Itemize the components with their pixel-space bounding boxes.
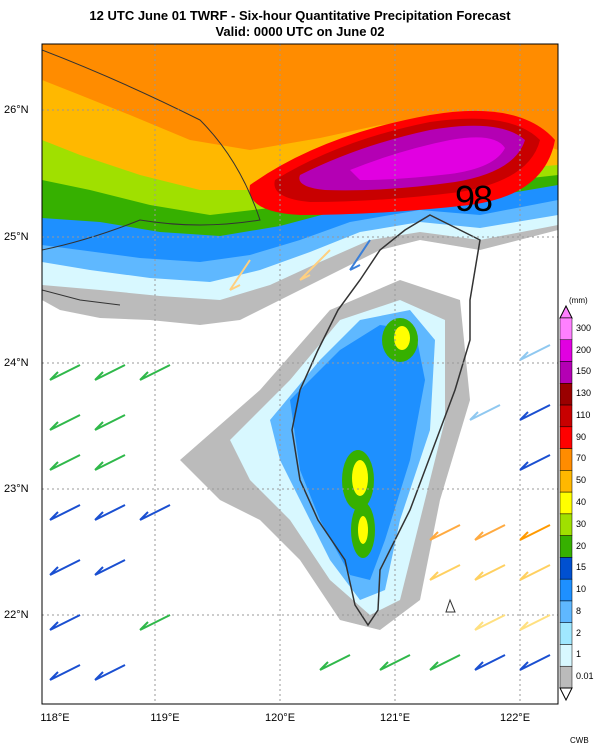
colorbar-level-label: 150 [576,366,592,377]
colorbar-swatch [559,557,573,580]
lat-label-22n: 22°N [4,609,29,621]
lat-label-25n: 25°N [4,231,29,243]
lat-label-23n: 23°N [4,483,29,495]
map-title: 12 UTC June 01 TWRF - Six-hour Quantitat… [89,8,511,23]
lon-label-121e: 121°E [379,712,411,724]
colorbar-swatch [559,513,573,536]
colorbar-bottom-arrow [559,687,573,702]
colorbar-swatch [559,470,573,493]
lon-label-122e: 122°E [499,712,531,724]
colorbar-level-label: 20 [576,540,587,551]
colorbar-level-label: 90 [576,431,587,442]
colorbar-top-arrow [559,304,573,319]
colorbar-level-label: 0.01 [576,671,594,682]
colorbar-swatch [559,578,573,602]
colorbar-swatch [559,317,573,341]
colorbar-swatch [559,600,573,623]
lat-label-26n: 26°N [4,104,29,116]
wind-barbs [49,239,551,681]
credit-label: CWB [570,736,589,745]
lon-label-118e: 118°E [40,712,70,724]
lon-label-119e: 119°E [150,712,180,724]
colorbar-level-label: 40 [576,497,587,507]
colorbar-level-label: 50 [576,475,587,486]
colorbar-swatch [559,361,573,384]
colorbar-level-label: 300 [576,322,592,333]
colorbar-swatch [559,426,573,449]
lat-label-24n: 24°N [4,357,29,369]
colorbar-level-label: 8 [576,605,582,616]
colorbar-swatch [559,622,573,645]
colorbar-swatch [559,535,573,558]
colorbar-level-label: 1 [576,649,582,660]
colorbar-level-label: 30 [576,518,587,529]
colorbar-unit: (mm) [569,296,588,305]
colorbar-level-label: 130 [576,388,592,399]
colorbar-level-label: 15 [576,562,587,573]
colorbar-swatch [559,665,573,689]
map-valid-time: Valid: 0000 UTC on June 02 [215,24,385,39]
colorbar-swatch [559,404,573,428]
colorbar-swatch [559,644,573,667]
precipitation-colorbar [559,304,573,702]
colorbar-swatch [559,491,573,515]
colorbar-swatch [559,339,573,362]
colorbar-swatch [559,448,573,471]
colorbar-level-label: 110 [576,409,591,420]
colorbar-swatch [559,383,573,406]
colorbar-level-label: 200 [576,344,592,355]
max-precip-label: 98 [455,178,493,219]
colorbar-level-label: 70 [576,453,587,464]
colorbar-level-label: 10 [576,584,587,595]
colorbar-level-label: 2 [576,627,582,638]
lon-label-120e: 120°E [264,712,296,724]
